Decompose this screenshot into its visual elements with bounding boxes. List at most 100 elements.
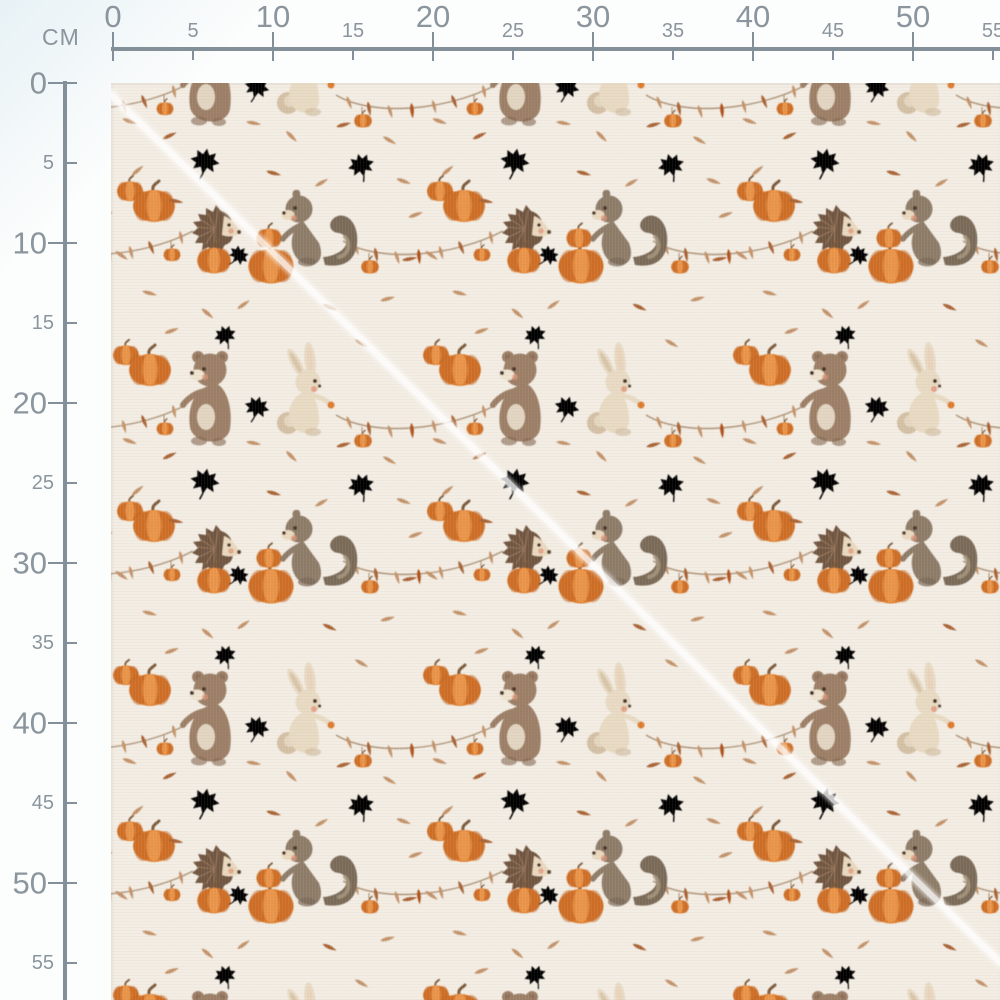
motif-leaf <box>265 169 282 177</box>
motif-leaf <box>471 770 488 781</box>
motif-leaf <box>130 164 145 177</box>
motif-hedgehog <box>501 844 552 895</box>
motif-leaf <box>510 307 525 320</box>
motif-leaf <box>471 450 488 461</box>
motif-hedgehog <box>501 204 552 255</box>
motif-leaf <box>717 210 734 220</box>
motif-leaf <box>555 439 572 447</box>
motif-pumpkin-pair <box>117 176 175 222</box>
motif-leaf <box>885 489 902 497</box>
motif-bear <box>183 83 231 126</box>
motif-leaf <box>933 817 949 829</box>
motif-maple <box>240 83 273 107</box>
motif-leaf <box>663 337 679 349</box>
motif-maple <box>860 392 893 427</box>
ruler-left-number-15: 15 <box>31 312 54 334</box>
motif-leaf <box>114 569 129 582</box>
motif-leaf <box>200 307 215 320</box>
ruler-left-number-20: 20 <box>12 385 47 421</box>
motif-pumpkin-pair <box>737 816 795 862</box>
motif-leaf <box>407 210 424 220</box>
motif-squirrel <box>282 510 358 587</box>
motif-maple <box>830 961 862 993</box>
motif-maple <box>344 469 379 506</box>
ruler-top-number-25: 25 <box>501 20 525 42</box>
motif-garland <box>343 550 503 593</box>
motif-pumpkin-pair <box>733 980 791 1000</box>
motif-leaf <box>401 895 418 903</box>
ruler-left-tick-10 <box>48 241 77 245</box>
motif-leaf <box>705 816 722 826</box>
motif-leaf <box>284 449 298 463</box>
ruler-top-number-40: 40 <box>735 0 771 34</box>
motif-hedgehog <box>191 844 242 895</box>
motif-leaf <box>750 164 765 177</box>
motif-pumpkin-pair <box>427 816 485 862</box>
motif-leaf <box>689 615 706 623</box>
motif-maple <box>240 712 273 747</box>
motif-leaf <box>645 441 662 449</box>
motif-leaf <box>904 129 918 143</box>
motif-leaf <box>381 774 397 786</box>
motif-leaf <box>440 164 455 177</box>
ruler-top-line <box>111 47 1000 51</box>
pattern-tiles <box>111 83 1000 1000</box>
motif-pumpkin-pair <box>113 980 171 1000</box>
ruler-top-tick-20 <box>431 32 435 61</box>
motif-leaf <box>941 302 958 313</box>
motif-leaf <box>865 439 882 447</box>
motif-maple <box>344 149 379 186</box>
ruler-top-number-20: 20 <box>415 0 451 34</box>
motif-leaf <box>335 121 352 129</box>
motif-pumpkin <box>195 559 233 595</box>
motif-pumpkin-pair <box>423 980 481 1000</box>
motif-maple <box>520 961 552 993</box>
motif-leaf <box>645 121 662 129</box>
motif-leaf <box>781 770 798 781</box>
motif-leaf <box>691 774 707 786</box>
motif-leaf <box>379 935 396 943</box>
motif-maple <box>654 469 689 506</box>
motif-leaf <box>321 942 338 953</box>
motif-leaf <box>705 176 722 186</box>
motif-bunny <box>587 83 645 116</box>
ruler-top-number-45: 45 <box>821 20 845 42</box>
motif-leaf <box>353 977 369 989</box>
motif-leaf <box>689 935 706 943</box>
motif-leaf <box>161 770 178 781</box>
motif-pumpkin <box>816 559 852 595</box>
ruler-unit-label: CM <box>42 24 80 50</box>
motif-leaf <box>933 497 949 509</box>
motif-pumpkin-pair <box>113 660 171 706</box>
motif-leaf <box>236 298 251 311</box>
motif-leaf <box>451 289 468 297</box>
motif-leaf <box>510 627 525 640</box>
motif-leaf <box>245 119 262 127</box>
motif-leaf <box>761 289 778 297</box>
ruler-top-number-10: 10 <box>255 0 291 34</box>
motif-leaf <box>623 497 639 509</box>
motif-leaf <box>575 169 592 177</box>
motif-leaf <box>973 977 989 989</box>
motif-pumpkin-pair <box>117 816 175 862</box>
ruler-left-tick-50 <box>48 881 77 885</box>
motif-maple <box>860 712 893 747</box>
motif-leaf <box>885 809 902 817</box>
motif-bear <box>183 351 231 446</box>
motif-leaf <box>783 966 800 976</box>
motif-leaf <box>431 116 448 126</box>
motif-leaf <box>265 489 282 497</box>
pattern-artwork <box>111 83 1000 1000</box>
motif-leaf <box>236 938 251 951</box>
motif-leaf <box>407 850 424 860</box>
motif-garland <box>956 724 1000 767</box>
motif-leaf <box>783 646 800 656</box>
motif-pumpkin-pair <box>737 176 795 222</box>
motif-leaf <box>955 121 972 129</box>
motif-hedgehog <box>811 844 862 895</box>
motif-leaf <box>451 609 468 617</box>
ruler-left-tick-15 <box>67 321 77 325</box>
ruler-top-number-35: 35 <box>661 20 685 42</box>
motif-leaf <box>734 249 749 262</box>
motif-leaf <box>130 804 145 817</box>
